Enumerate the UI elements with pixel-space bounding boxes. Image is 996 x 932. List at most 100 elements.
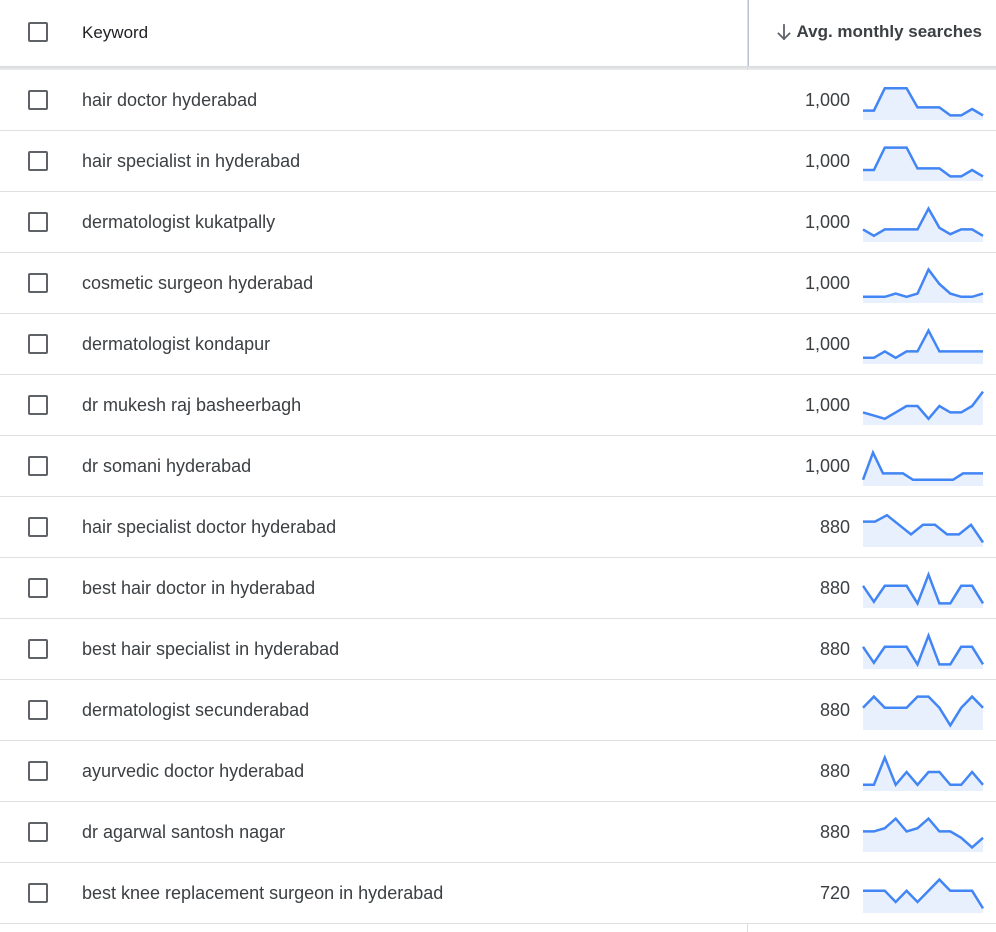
trend-sparkline (863, 877, 984, 913)
trend-sparkline (862, 632, 984, 669)
avg-monthly-searches-cell: 1,000 (804, 456, 850, 476)
row-checkbox[interactable] (28, 90, 48, 110)
avg-monthly-searches-cell: 880 (819, 822, 850, 842)
row-checkbox[interactable] (28, 578, 48, 598)
keyword-cell: dr somani hyderabad (82, 456, 252, 476)
trend-sparkline (863, 86, 984, 120)
trend-sparkline (862, 449, 983, 486)
keyword-cell: dermatologist kukatpally (82, 212, 276, 232)
avg-monthly-searches-cell: 1,000 (804, 395, 850, 415)
row-checkbox[interactable] (28, 517, 48, 537)
trend-line (862, 205, 984, 238)
trend-sparkline (862, 571, 984, 608)
trend-line (863, 877, 984, 910)
column-header-keyword[interactable]: Keyword (82, 23, 149, 42)
keyword-cell: hair specialist doctor hyderabad (82, 517, 337, 537)
trend-area (863, 452, 983, 486)
column-header-avg-monthly-searches[interactable]: Avg. monthly searches (776, 22, 983, 42)
avg-monthly-searches-cell: 880 (819, 578, 850, 598)
trend-area (863, 879, 983, 913)
keyword-cell: hair doctor hyderabad (82, 90, 258, 110)
keyword-cell: dermatologist kondapur (82, 334, 271, 354)
keyword-cell: best hair specialist in hyderabad (82, 639, 340, 659)
row-checkbox[interactable] (28, 395, 48, 415)
table-row[interactable]: best knee replacement surgeon in hyderab… (0, 863, 996, 924)
keyword-cell: dr agarwal santosh nagar (82, 822, 286, 842)
avg-monthly-searches-cell: 1,000 (804, 334, 850, 354)
keyword-cell: best knee replacement surgeon in hyderab… (82, 883, 444, 903)
trend-sparkline (862, 390, 984, 425)
trend-area (863, 147, 983, 181)
avg-monthly-searches-cell: 880 (819, 517, 850, 537)
trend-line (863, 267, 984, 299)
trend-sparkline (863, 146, 984, 181)
avg-monthly-searches-cell: 1,000 (804, 90, 850, 110)
table-body: hair doctor hyderabad 1,000 hair specialis… (0, 70, 996, 924)
table-row[interactable]: best hair specialist in hyderabad 880 (0, 619, 996, 680)
trend-line (862, 694, 984, 728)
trend-sparkline (863, 754, 984, 791)
keyword-cell: dr mukesh raj basheerbagh (82, 395, 302, 415)
avg-monthly-searches-cell: 1,000 (804, 151, 850, 171)
trend-line (862, 571, 984, 607)
table-row[interactable]: dermatologist secunderabad 880 (0, 680, 996, 741)
row-checkbox[interactable] (28, 822, 48, 842)
trend-sparkline (862, 694, 984, 730)
table-row[interactable]: hair specialist in hyderabad 1,000 (0, 131, 996, 192)
row-checkbox[interactable] (28, 761, 48, 781)
trend-sparkline (863, 816, 984, 852)
row-checkbox[interactable] (28, 334, 48, 354)
table-row[interactable]: dr somani hyderabad 1,000 (0, 436, 996, 497)
trend-area (863, 330, 983, 364)
trend-sparkline (863, 327, 983, 364)
arrow-down-icon (776, 24, 791, 41)
trend-area (863, 515, 983, 547)
trend-line (863, 816, 984, 850)
trend-area (863, 818, 983, 852)
table-row[interactable]: dermatologist kukatpally 1,000 (0, 192, 996, 253)
table-row[interactable]: dr mukesh raj basheerbagh 1,000 (0, 375, 996, 436)
trend-line (862, 390, 984, 421)
table-row[interactable]: dermatologist kondapur 1,000 (0, 314, 996, 375)
trend-area (863, 696, 983, 730)
keyword-cell: dermatologist secunderabad (82, 700, 310, 720)
table-row[interactable]: ayurvedic doctor hyderabad 880 (0, 741, 996, 802)
trend-sparkline (863, 267, 984, 303)
header-shadow (0, 66, 996, 70)
avg-monthly-searches-cell: 1,000 (804, 273, 850, 293)
row-checkbox[interactable] (28, 212, 48, 232)
trend-line (863, 327, 983, 360)
trend-area (863, 208, 983, 242)
avg-monthly-searches-cell: 880 (819, 639, 850, 659)
table-row[interactable]: best hair doctor in hyderabad 880 (0, 558, 996, 619)
row-checkbox[interactable] (28, 273, 48, 293)
table-row[interactable]: dr agarwal santosh nagar 880 (0, 802, 996, 863)
keyword-cell: ayurvedic doctor hyderabad (82, 761, 305, 781)
keyword-cell: best hair doctor in hyderabad (82, 578, 316, 598)
table-row[interactable]: cosmetic surgeon hyderabad 1,000 (0, 253, 996, 314)
trend-area (863, 88, 983, 120)
column-divider-active (747, 0, 749, 66)
trend-line (862, 449, 983, 482)
trend-area (863, 391, 983, 425)
table-header: Keyword Avg. monthly searches (0, 0, 996, 70)
trend-line (862, 632, 984, 668)
row-checkbox[interactable] (28, 639, 48, 659)
row-checkbox[interactable] (28, 456, 48, 476)
row-checkbox[interactable] (28, 700, 48, 720)
keyword-cell: cosmetic surgeon hyderabad (82, 273, 314, 293)
table-row[interactable]: hair specialist doctor hyderabad 880 (0, 497, 996, 558)
trend-line (863, 513, 984, 544)
row-checkbox[interactable] (28, 151, 48, 171)
column-header-avg-label: Avg. monthly searches (796, 22, 983, 41)
trend-area (863, 757, 983, 791)
trend-sparkline (863, 513, 984, 547)
avg-monthly-searches-cell: 1,000 (804, 212, 850, 232)
avg-monthly-searches-cell: 720 (819, 883, 850, 903)
select-all-checkbox[interactable] (28, 22, 48, 42)
keyword-cell: hair specialist in hyderabad (82, 151, 301, 171)
table-row[interactable]: hair doctor hyderabad 1,000 (0, 70, 996, 131)
row-checkbox[interactable] (28, 883, 48, 903)
trend-sparkline (862, 205, 984, 242)
